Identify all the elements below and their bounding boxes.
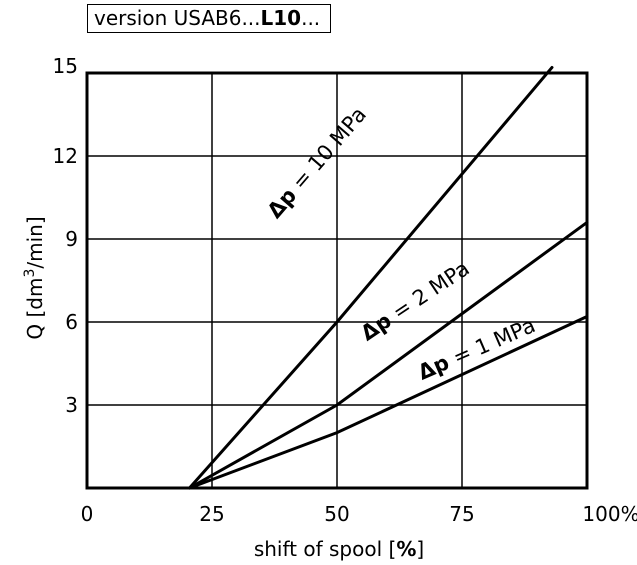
y-axis-title: Q [dm3/min]	[22, 216, 47, 339]
version-label: version USAB6...L10...	[87, 4, 331, 33]
series-label-text: = 10 MPa	[283, 102, 371, 199]
series-line	[188, 314, 589, 490]
series-label: Δp = 10 MPa	[263, 102, 372, 222]
series-lines	[188, 65, 589, 490]
series-label: Δp = 2 MPa	[356, 256, 473, 345]
x-axis-label: shift of spool	[254, 537, 382, 561]
y-axis-label: Q [dm	[23, 278, 47, 340]
x-tick-label: 25	[199, 502, 224, 526]
x-axis-unit: %	[396, 537, 416, 561]
y-axis-tail: /min]	[23, 216, 47, 268]
tick-labels: 0 25 50 75 100% 3 6 9 12 15	[53, 54, 637, 526]
y-tick-label: 3	[65, 393, 78, 417]
version-suffix: ...	[301, 6, 321, 30]
y-tick-label: 12	[53, 144, 78, 168]
y-tick-label: 9	[65, 227, 78, 251]
y-tick-label: 6	[65, 310, 78, 334]
series-line	[188, 65, 554, 490]
x-axis-title: shift of spool [%]	[254, 537, 424, 561]
series-label-text: = 2 MPa	[382, 256, 473, 328]
x-tick-label: 75	[449, 502, 474, 526]
y-axis-sup: 3	[22, 269, 38, 278]
y-tick-label: 15	[53, 54, 78, 78]
version-prefix: version USAB6...	[94, 6, 261, 30]
x-tick-label: 0	[81, 502, 94, 526]
plot-frame	[85, 71, 589, 490]
version-bold: L10	[260, 6, 302, 30]
series-line	[188, 220, 589, 490]
x-tick-label: 100%	[582, 502, 637, 526]
x-tick-label: 50	[324, 502, 349, 526]
